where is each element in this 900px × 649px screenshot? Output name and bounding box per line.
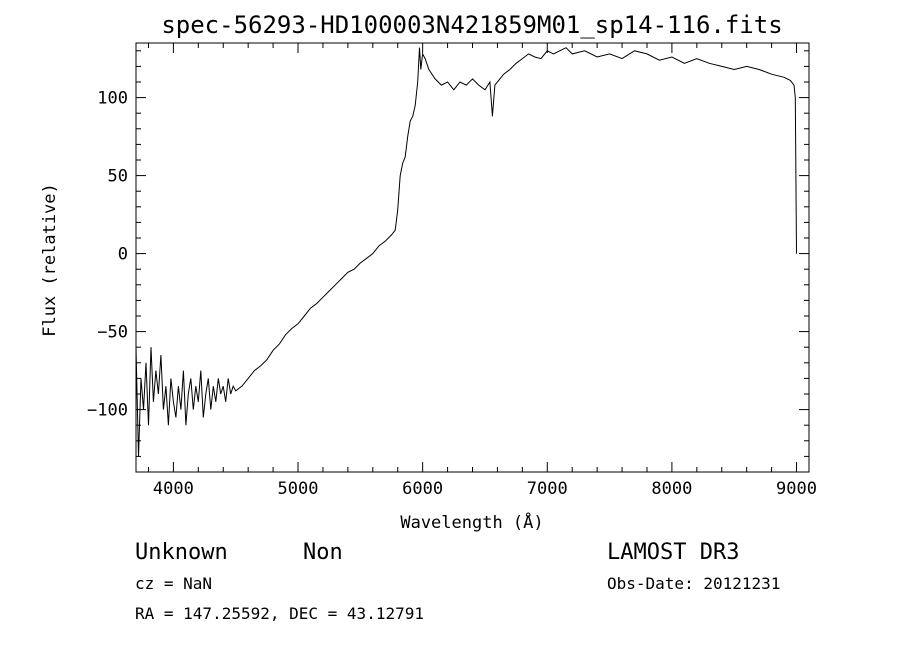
x-tick-label: 5000 (278, 479, 319, 499)
x-tick-label: 9000 (776, 479, 817, 499)
y-tick-label: 100 (97, 89, 128, 109)
spectrum-line (135, 47, 797, 457)
subclass-label: Non (303, 540, 343, 565)
coords-text: RA = 147.25592, DEC = 43.12791 (135, 604, 424, 623)
y-tick-label: −100 (87, 401, 128, 421)
obs-date-text: Obs-Date: 20121231 (607, 574, 780, 593)
cz-text: cz = NaN (135, 574, 212, 593)
class-label: Unknown (135, 540, 228, 565)
axis-ticks (136, 43, 809, 472)
x-tick-label: 6000 (402, 479, 443, 499)
survey-label: LAMOST DR3 (607, 540, 739, 565)
y-tick-label: −50 (97, 323, 128, 343)
y-tick-label: 0 (118, 245, 128, 265)
x-axis-label: Wavelength (Å) (400, 511, 543, 533)
y-axis-label: Flux (relative) (40, 183, 60, 337)
chart-title: spec-56293-HD100003N421859M01_sp14-116.f… (161, 11, 782, 39)
axis-tick-labels: 4000 5000 6000 7000 8000 9000 −100 −50 0 50 100 (87, 89, 817, 499)
plot-frame (135, 42, 810, 473)
x-tick-label: 7000 (527, 479, 568, 499)
y-tick-label: 50 (108, 167, 128, 187)
x-tick-label: 8000 (651, 479, 692, 499)
x-tick-label: 4000 (153, 479, 194, 499)
